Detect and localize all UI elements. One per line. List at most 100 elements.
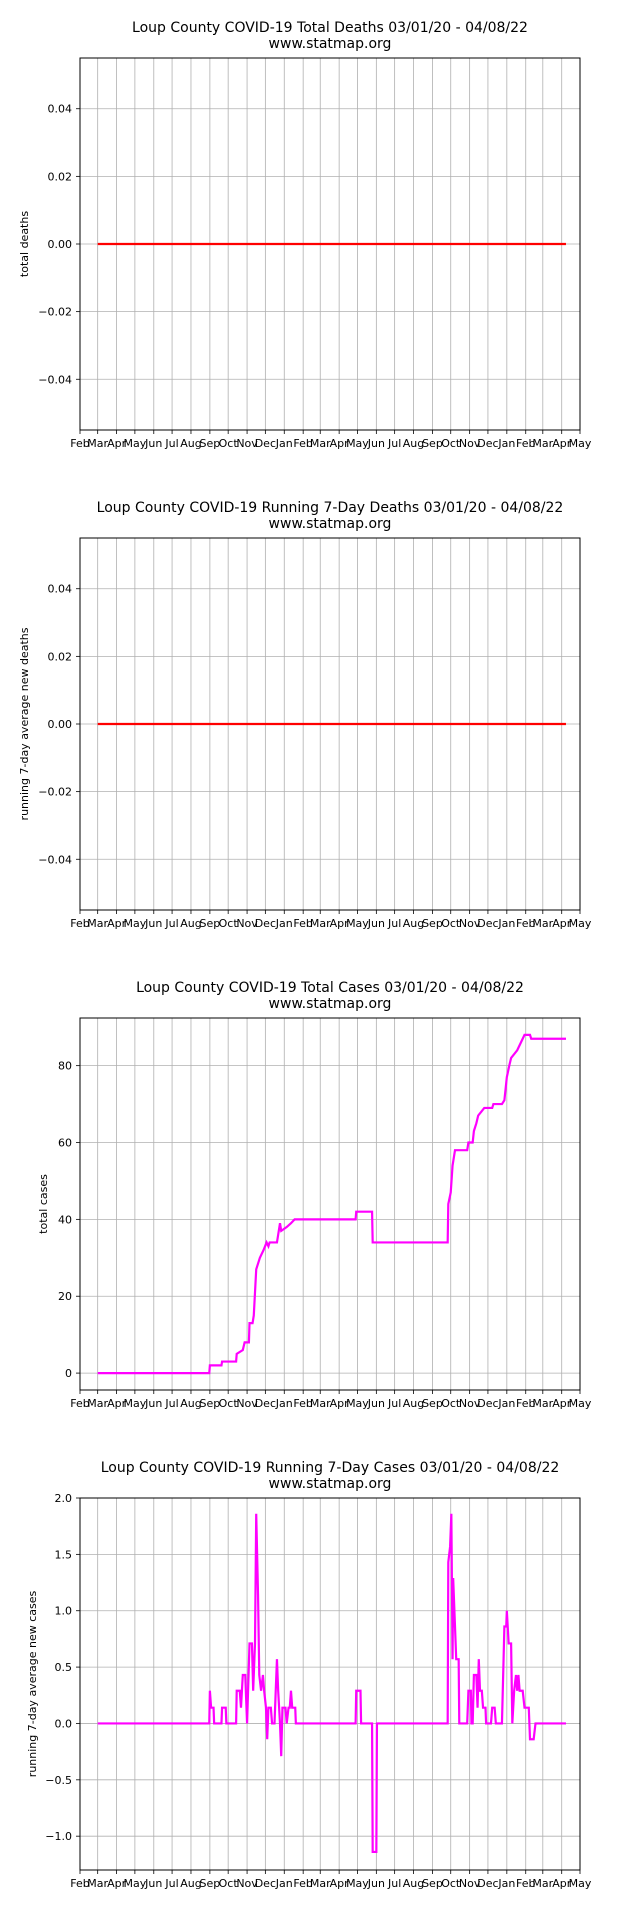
y-tick-label: 20 (58, 1290, 72, 1303)
x-tick-label: Dec (255, 437, 276, 450)
y-tick-label: 0.00 (48, 238, 73, 251)
chart-subtitle: www.statmap.org (269, 516, 392, 532)
y-axis-label: running 7-day average new deaths (18, 627, 31, 820)
x-tick-label: Jun (367, 1877, 385, 1890)
x-tick-label: Oct (219, 437, 239, 450)
plot-frame (79, 1017, 581, 1391)
plot-frame (79, 537, 581, 911)
x-tick-label: Oct (441, 917, 461, 930)
chart-title: Loup County COVID-19 Total Deaths 03/01/… (132, 20, 528, 36)
x-tick-label: May (569, 917, 592, 930)
x-tick-label: Mar (310, 917, 331, 930)
x-tick-label: Sep (422, 917, 443, 930)
x-tick-label: Mar (87, 1877, 108, 1890)
y-tick-label: −0.04 (38, 853, 72, 866)
x-tick-label: May (569, 437, 592, 450)
series-line (97, 1033, 566, 1375)
x-tick-label: Feb (516, 437, 535, 450)
x-tick-label: Dec (255, 1397, 276, 1410)
y-tick-label: 0 (65, 1367, 72, 1380)
x-tick-label: Jan (497, 917, 515, 930)
x-tick-label: Sep (422, 1397, 443, 1410)
x-tick-label: Sep (422, 437, 443, 450)
chart-subtitle: www.statmap.org (269, 36, 392, 52)
x-tick-label: Aug (180, 437, 201, 450)
x-tick-label: Mar (532, 1877, 553, 1890)
x-tick-label: Jan (497, 1877, 515, 1890)
x-tick-label: Nov (236, 1397, 258, 1410)
y-tick-label: −0.5 (45, 1774, 72, 1787)
x-tick-label: Sep (200, 1877, 221, 1890)
x-tick-label: Apr (552, 1877, 572, 1890)
x-tick-label: Jun (144, 1877, 162, 1890)
x-tick-label: Jan (275, 1397, 293, 1410)
x-tick-label: Oct (219, 917, 239, 930)
x-tick-label: Oct (441, 437, 461, 450)
x-tick-label: Mar (310, 1877, 331, 1890)
x-tick-label: Dec (477, 1877, 498, 1890)
x-tick-label: Sep (200, 1397, 221, 1410)
x-tick-label: Aug (403, 917, 424, 930)
x-tick-label: Oct (441, 1877, 461, 1890)
chart-subtitle: www.statmap.org (269, 1476, 392, 1492)
x-tick-label: Dec (477, 437, 498, 450)
y-tick-label: −1.0 (45, 1830, 72, 1843)
y-tick-label: 60 (58, 1137, 72, 1150)
x-tick-label: Feb (516, 1877, 535, 1890)
x-tick-label: May (346, 917, 369, 930)
x-tick-label: Nov (459, 1877, 481, 1890)
x-tick-label: Apr (107, 1397, 127, 1410)
x-tick-label: Nov (236, 437, 258, 450)
x-tick-label: Jul (387, 437, 401, 450)
x-tick-label: Sep (422, 1877, 443, 1890)
x-tick-label: Jul (164, 437, 178, 450)
y-tick-label: 1.0 (55, 1605, 73, 1618)
y-tick-label: 0.00 (48, 718, 73, 731)
x-tick-label: Feb (70, 1397, 89, 1410)
y-tick-label: 0.5 (55, 1661, 73, 1674)
x-tick-label: Oct (219, 1397, 239, 1410)
x-tick-label: Mar (532, 1397, 553, 1410)
x-tick-label: Jun (367, 437, 385, 450)
x-tick-label: May (124, 437, 147, 450)
x-tick-label: Mar (532, 437, 553, 450)
x-tick-label: May (569, 1877, 592, 1890)
chart-title: Loup County COVID-19 Running 7-Day Death… (97, 500, 564, 516)
y-tick-label: 0.04 (48, 583, 73, 596)
x-tick-label: Jul (387, 1397, 401, 1410)
x-tick-label: Jun (367, 1397, 385, 1410)
y-tick-label: 1.5 (55, 1548, 73, 1561)
x-tick-label: Feb (293, 1877, 312, 1890)
x-tick-label: Dec (477, 1397, 498, 1410)
y-tick-label: 0.04 (48, 103, 73, 116)
y-tick-label: 0.02 (48, 650, 73, 663)
x-tick-label: Apr (330, 917, 350, 930)
x-tick-label: Jan (275, 917, 293, 930)
x-tick-label: May (124, 1397, 147, 1410)
x-tick-label: Feb (70, 1877, 89, 1890)
x-tick-label: Jan (497, 437, 515, 450)
y-tick-label: 0.0 (55, 1717, 73, 1730)
x-tick-label: Dec (477, 917, 498, 930)
x-tick-label: Jun (367, 917, 385, 930)
y-tick-label: −0.02 (38, 306, 72, 319)
y-axis-label: total cases (37, 1174, 50, 1234)
x-tick-label: May (346, 1397, 369, 1410)
x-tick-label: Apr (330, 437, 350, 450)
x-tick-label: Jun (144, 437, 162, 450)
x-tick-label: Nov (459, 437, 481, 450)
x-tick-label: Apr (107, 437, 127, 450)
y-tick-label: 0.02 (48, 170, 73, 183)
x-tick-label: Aug (180, 1397, 201, 1410)
x-tick-label: Jun (144, 1397, 162, 1410)
x-tick-label: May (569, 1397, 592, 1410)
x-tick-label: Mar (310, 1397, 331, 1410)
x-tick-label: Sep (200, 437, 221, 450)
x-tick-label: Jul (387, 1877, 401, 1890)
x-tick-label: Feb (516, 917, 535, 930)
x-tick-label: Feb (293, 917, 312, 930)
x-tick-label: Feb (516, 1397, 535, 1410)
x-tick-label: Jun (144, 917, 162, 930)
x-tick-label: Oct (219, 1877, 239, 1890)
x-tick-label: Jan (497, 1397, 515, 1410)
